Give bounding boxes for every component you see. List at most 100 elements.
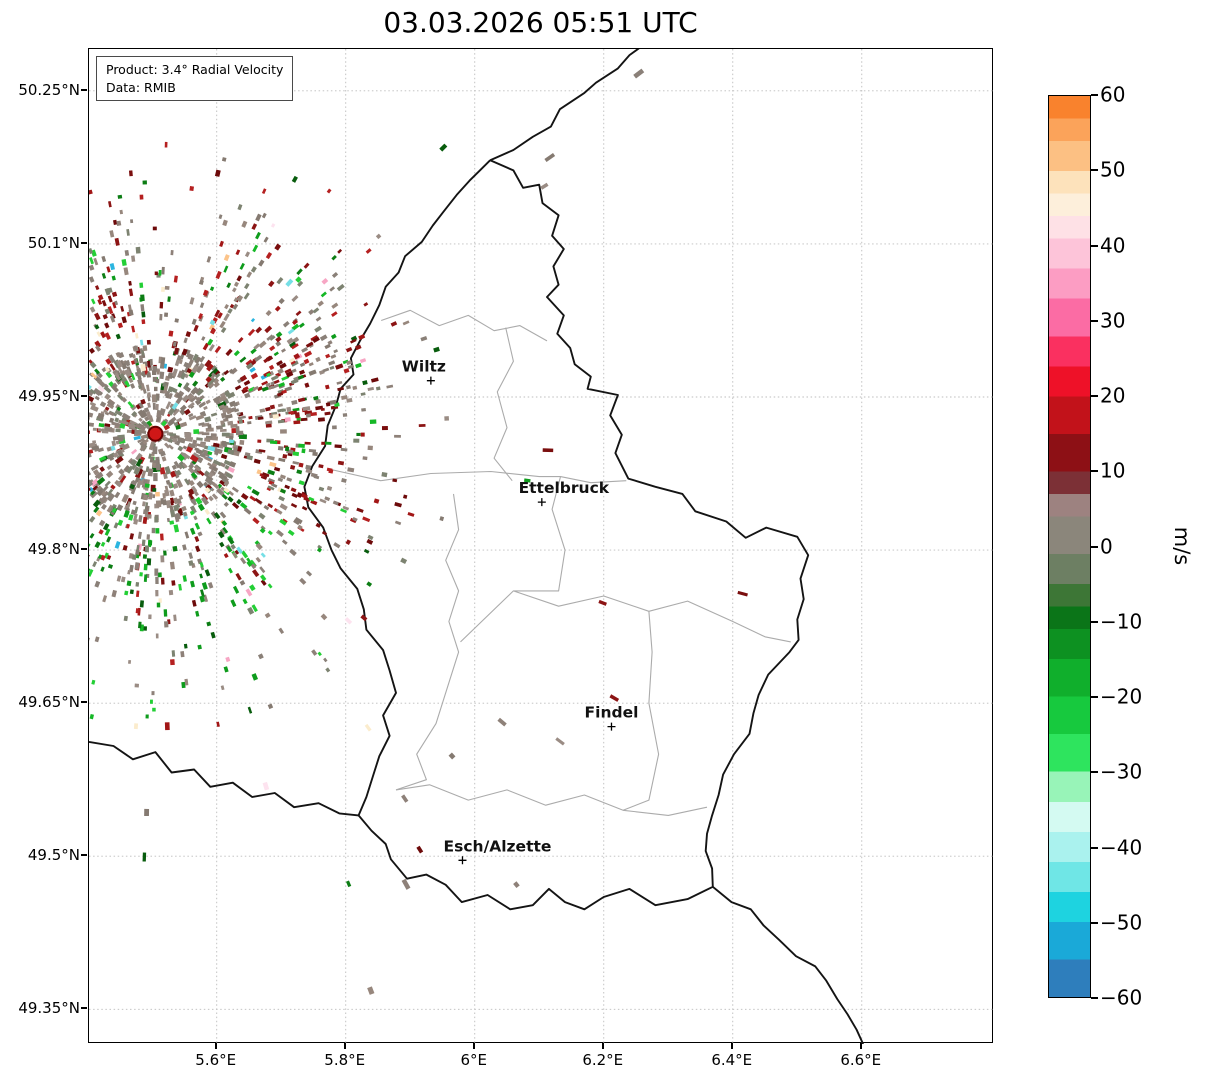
velocity-speckle [172,545,178,552]
velocity-speckle [171,650,176,657]
velocity-speckle [261,212,267,219]
colorbar-tick-label: 20 [1100,383,1126,408]
velocity-speckle [173,434,180,440]
velocity-speckle [200,496,210,506]
velocity-speckle [243,380,251,386]
y-axis-tick-mark [81,88,87,91]
velocity-speckle [235,249,241,256]
district-border-line [381,309,548,342]
velocity-speckle [132,554,137,560]
velocity-speckle [228,439,234,444]
velocity-speckle [346,397,353,403]
velocity-speckle [121,412,131,421]
velocity-speckle [329,365,335,370]
velocity-speckle [199,561,204,568]
velocity-speckle [137,531,142,539]
velocity-speckle [140,425,147,432]
velocity-speckle [104,287,111,296]
velocity-speckle [246,454,254,461]
velocity-speckle [201,336,206,341]
velocity-speckle [90,404,99,412]
velocity-speckle [193,490,199,497]
velocity-speckle [149,699,153,704]
velocity-speckle [278,297,285,305]
velocity-speckle [104,308,111,315]
velocity-speckle [609,694,620,702]
velocity-speckle [219,392,226,398]
velocity-speckle [95,285,100,291]
velocity-speckle [289,341,297,349]
velocity-speckle [207,377,216,386]
velocity-speckle [168,444,174,450]
velocity-speckle [242,598,248,605]
velocity-speckle [320,407,325,412]
velocity-speckle [356,432,361,436]
velocity-speckle [173,275,178,283]
velocity-speckle [216,487,225,497]
velocity-speckle [105,371,113,379]
velocity-speckle [367,445,373,451]
velocity-speckle [392,478,398,483]
velocity-speckle [210,328,216,335]
velocity-speckle [108,454,115,462]
velocity-speckle [207,445,216,452]
velocity-speckle [375,233,382,240]
velocity-speckle [199,573,204,579]
velocity-speckle [214,345,222,354]
velocity-speckle [312,307,320,314]
velocity-speckle [127,304,133,312]
velocity-speckle [233,281,239,287]
velocity-speckle [134,423,142,430]
velocity-speckle [279,518,287,526]
velocity-speckle [156,369,160,375]
velocity-speckle [188,492,194,500]
velocity-speckle [211,466,219,473]
velocity-speckle [100,331,107,339]
velocity-speckle [343,368,350,374]
velocity-speckle [124,249,130,256]
velocity-speckle [212,459,222,467]
velocity-speckle [313,395,319,401]
velocity-speckle [229,462,234,467]
velocity-speckle [154,516,158,523]
velocity-speckle [291,492,298,499]
velocity-speckle [362,516,371,523]
velocity-speckle [113,522,119,529]
velocity-speckle [319,498,327,504]
velocity-speckle [89,189,93,195]
velocity-speckle [213,381,220,388]
velocity-speckle [128,377,134,383]
velocity-speckle [121,493,130,504]
velocity-speckle [127,422,136,430]
velocity-speckle [342,413,348,417]
velocity-speckle [373,498,380,504]
velocity-speckle [290,360,299,367]
velocity-speckle [160,498,165,505]
velocity-speckle [112,301,117,309]
velocity-speckle [152,226,157,231]
velocity-speckle [172,483,179,489]
city-label: Esch/Alzette [444,837,552,855]
velocity-speckle [156,500,162,508]
city-marker-esch-alzette: Esch/Alzette [444,837,552,865]
velocity-speckle [156,410,162,418]
velocity-speckle [155,463,161,471]
velocity-speckle [98,422,105,428]
velocity-speckle [448,752,456,760]
velocity-speckle [89,636,90,642]
velocity-speckle [132,500,137,506]
velocity-speckle [190,386,199,396]
velocity-speckle [355,362,362,369]
velocity-speckle [217,312,223,319]
x-axis-tick-mark [214,1043,217,1049]
velocity-speckle [362,380,368,386]
velocity-speckle [142,554,147,559]
velocity-speckle [332,500,339,506]
velocity-speckle [112,451,119,458]
colorbar-tick-mark [1091,319,1098,322]
velocity-speckle [109,315,116,323]
velocity-speckle [202,342,210,351]
velocity-speckle [367,386,375,391]
velocity-speckle [128,659,132,664]
